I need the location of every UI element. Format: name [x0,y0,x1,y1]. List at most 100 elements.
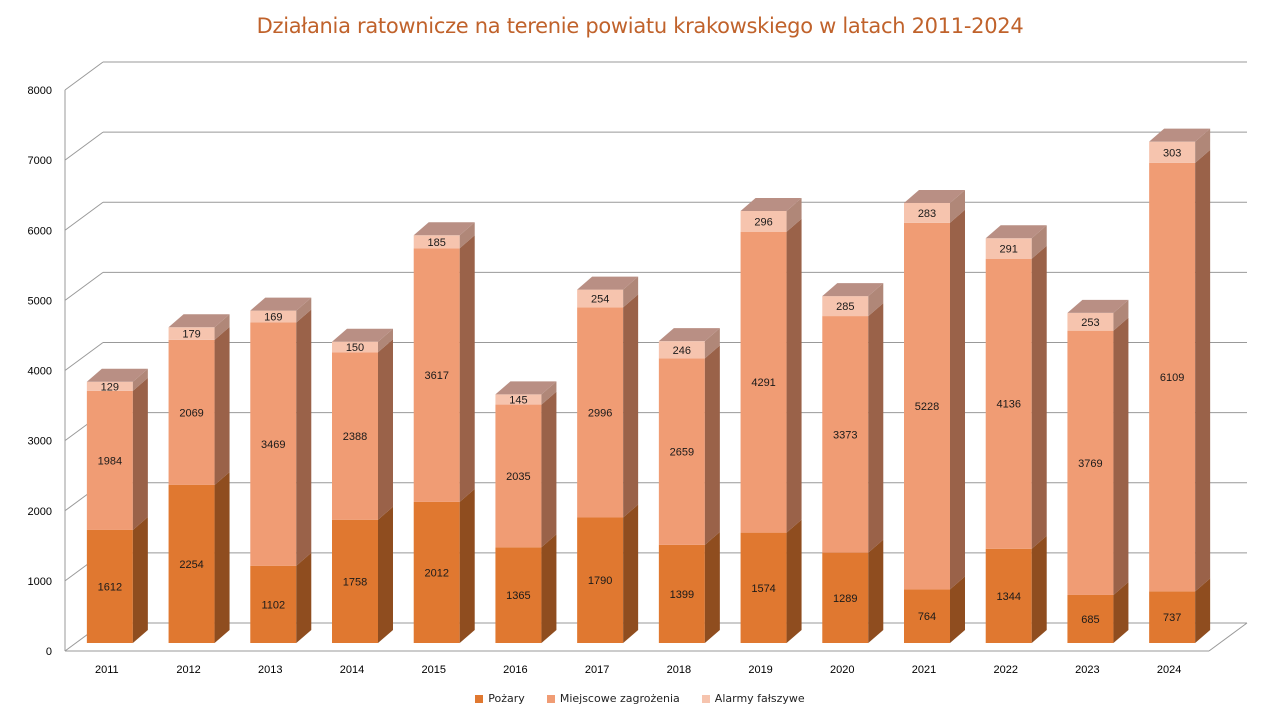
bar-segment-side [296,552,312,643]
legend-item: Alarmy fałszywe [701,692,805,705]
data-label: 3617 [424,370,448,382]
bar-top [577,276,639,290]
bar-segment-side [132,377,148,530]
bar-top [658,328,720,342]
data-label: 303 [1163,147,1181,159]
bar-top [86,368,148,382]
bar-top [168,314,230,328]
bar-segment-side [1195,578,1211,643]
bar-segment-side [623,276,639,308]
bar-segment-side [296,297,312,323]
bar-segment [495,404,542,548]
bar-segment [658,358,705,545]
legend-item: Miejscowe zagrożenia [546,692,680,705]
data-label: 764 [918,611,936,623]
data-label: 2069 [179,407,203,419]
y-tick-label: 3000 [28,436,52,448]
bar-stack: 1102 3469 169 [250,297,312,643]
bar-segment-side [378,506,393,643]
bar-segment-side [1031,225,1047,259]
bar-segment [86,390,133,530]
data-label: 150 [346,342,364,354]
bar-segment [904,202,950,223]
data-label: 1102 [261,599,285,611]
data-label: 1574 [751,583,775,595]
bar-top [904,189,965,203]
data-label: 291 [1000,244,1018,256]
y-tick-label: 7000 [28,155,52,167]
floor-right-edge [1208,622,1248,652]
bar-segment-side [950,576,965,643]
bar-segment [904,589,950,643]
data-label: 2035 [506,471,530,483]
data-label: 1790 [588,575,612,587]
bar-top [332,328,393,342]
bar-segment [495,547,542,643]
data-label: 179 [182,329,200,341]
bar-segment [822,296,869,317]
data-label: 6109 [1160,372,1184,384]
bar-segment-side [214,471,230,643]
bar-segment [1067,594,1114,643]
bar-segment-side [378,339,393,520]
data-label: 1399 [670,589,694,601]
bar-segment-side [623,504,639,643]
bar-segment [985,258,1032,549]
bar-segment [822,316,869,553]
data-label: 1365 [506,590,530,602]
bar-segment-side [378,328,393,353]
data-label: 4136 [996,399,1020,411]
bar-stack: 1289 3373 285 [822,283,884,643]
bar-segment-side [1113,317,1129,595]
x-tick-label: 2020 [830,664,854,676]
bar-stack: 737 6109 303 [1149,128,1211,643]
data-label: 254 [591,293,609,305]
bar-segment [1067,330,1114,595]
bar-top [1149,128,1211,142]
bar-segment-side [541,534,557,643]
bar-segment-side [786,519,802,643]
y-tick-label: 0 [46,646,52,658]
bar-segment [904,222,950,590]
bar-segment-side [1195,149,1211,592]
bar-stack: 2254 2069 179 [168,314,230,643]
bar-segment-side [868,283,884,317]
bar-segment-side [704,531,720,643]
data-label: 145 [509,394,527,406]
bar-segment [332,341,378,353]
bar-segment [168,327,215,340]
data-label: 253 [1081,317,1099,329]
data-label: 2012 [424,567,448,579]
bar-segment-side [950,209,965,590]
bar-stack: 2012 3617 185 [413,222,475,643]
bar-segment [1149,591,1196,643]
data-label: 2659 [670,447,694,459]
bar-segment [86,529,133,643]
legend-swatch [475,694,484,703]
bar-segment [168,339,215,485]
bar-segment [658,341,705,359]
bar-stack: 1758 2388 150 [332,328,393,643]
data-label: 3373 [833,429,857,441]
bar-segment-side [459,488,475,643]
bar-segment-side [459,222,475,249]
data-label: 685 [1081,614,1099,626]
bar-segment [250,310,297,323]
x-tick-label: 2017 [585,664,609,676]
data-label: 2388 [343,431,367,443]
legend: Pożary Miejscowe zagrożenia Alarmy fałszyw… [0,692,1280,705]
y-tick-label: 2000 [28,506,52,518]
bar-segment [985,548,1032,643]
data-label: 5228 [915,401,939,413]
bar-segment-side [704,328,720,359]
grid-line-side [64,131,104,161]
bar-top [250,297,312,311]
y-tick-label: 4000 [28,366,52,378]
legend-swatch [701,694,710,703]
bar-segment-side [541,381,557,405]
bar-segment-side [868,539,884,643]
legend-label: Alarmy fałszywe [714,692,805,705]
x-tick-label: 2021 [912,664,936,676]
data-label: 285 [836,301,854,313]
bar-segment-side [296,309,312,566]
